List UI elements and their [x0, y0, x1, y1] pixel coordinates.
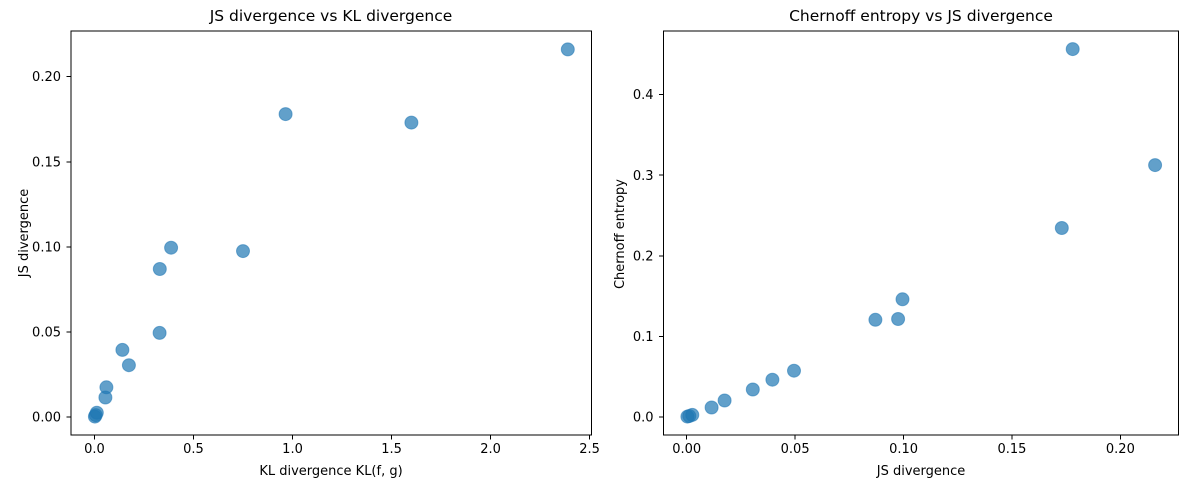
x-tick-label: 0.20: [1106, 442, 1135, 457]
data-point: [1065, 42, 1080, 57]
data-point: [121, 358, 136, 373]
x-tick-label: 2.5: [579, 442, 600, 457]
left-chart-title: JS divergence vs KL divergence: [209, 7, 453, 25]
data-point: [868, 312, 883, 327]
right-chart-title: Chernoff entropy vs JS divergence: [789, 7, 1053, 25]
right-chart-plot-area: 0.00 0.05 0.10 0.15 0.20 0.0 0.1 0.2 0.3 0.4: [633, 30, 1179, 457]
x-tick-label: 0.15: [997, 442, 1026, 457]
data-point: [765, 372, 780, 387]
y-tick-label: 0.20: [32, 70, 61, 85]
data-point: [891, 312, 906, 326]
y-tick-label: 0.4: [633, 88, 654, 103]
data-point: [704, 400, 719, 415]
x-tick-label: 0.10: [889, 442, 918, 457]
left-chart-plot-area: 0.0 0.5 1.0 1.5 2.0 2.5 0.00 0.05 0.10 0.15 0.20: [32, 30, 600, 457]
right-chart: Chernoff entropy vs JS divergence JS div…: [613, 7, 1179, 479]
y-tick-label: 0.05: [32, 326, 61, 341]
y-tick-label: 0.3: [633, 169, 654, 184]
x-tick-label: 1.5: [381, 442, 402, 457]
x-tick-label: 1.0: [282, 442, 303, 457]
x-tick-label: 2.0: [480, 442, 501, 457]
data-point: [152, 262, 167, 276]
right-chart-xlabel: JS divergence: [876, 464, 966, 479]
x-tick-label: 0.00: [672, 442, 701, 457]
data-point: [164, 240, 179, 255]
data-point: [895, 292, 910, 307]
y-tick-label: 0.0: [633, 410, 654, 425]
data-point: [717, 393, 732, 408]
left-chart: JS divergence vs KL divergence KL diverg…: [17, 7, 600, 479]
data-point: [560, 42, 575, 57]
data-point: [787, 363, 801, 378]
data-point: [685, 407, 700, 422]
data-point: [404, 115, 419, 130]
y-tick-label: 0.15: [32, 155, 61, 170]
left-chart-xlabel: KL divergence KL(f, g): [259, 464, 402, 479]
y-tick-label: 0.2: [633, 249, 654, 264]
x-tick-label: 0.05: [781, 442, 810, 457]
x-tick-label: 0.5: [183, 442, 204, 457]
y-tick-label: 0.1: [633, 330, 654, 345]
data-point: [745, 382, 760, 397]
data-point: [99, 380, 114, 395]
data-point: [89, 405, 104, 420]
y-tick-label: 0.10: [32, 240, 61, 255]
right-chart-ylabel: Chernoff entropy: [613, 179, 628, 289]
data-point: [152, 325, 167, 340]
data-point: [1148, 158, 1163, 173]
y-tick-label: 0.00: [32, 411, 61, 426]
axes-spines: [70, 30, 592, 436]
data-point: [1054, 221, 1069, 235]
x-tick-label: 0.0: [84, 442, 105, 457]
data-point: [278, 107, 293, 122]
data-point: [115, 342, 130, 357]
data-point: [236, 244, 250, 259]
axes-spines: [663, 30, 1179, 436]
left-chart-ylabel: JS divergence: [17, 189, 32, 279]
